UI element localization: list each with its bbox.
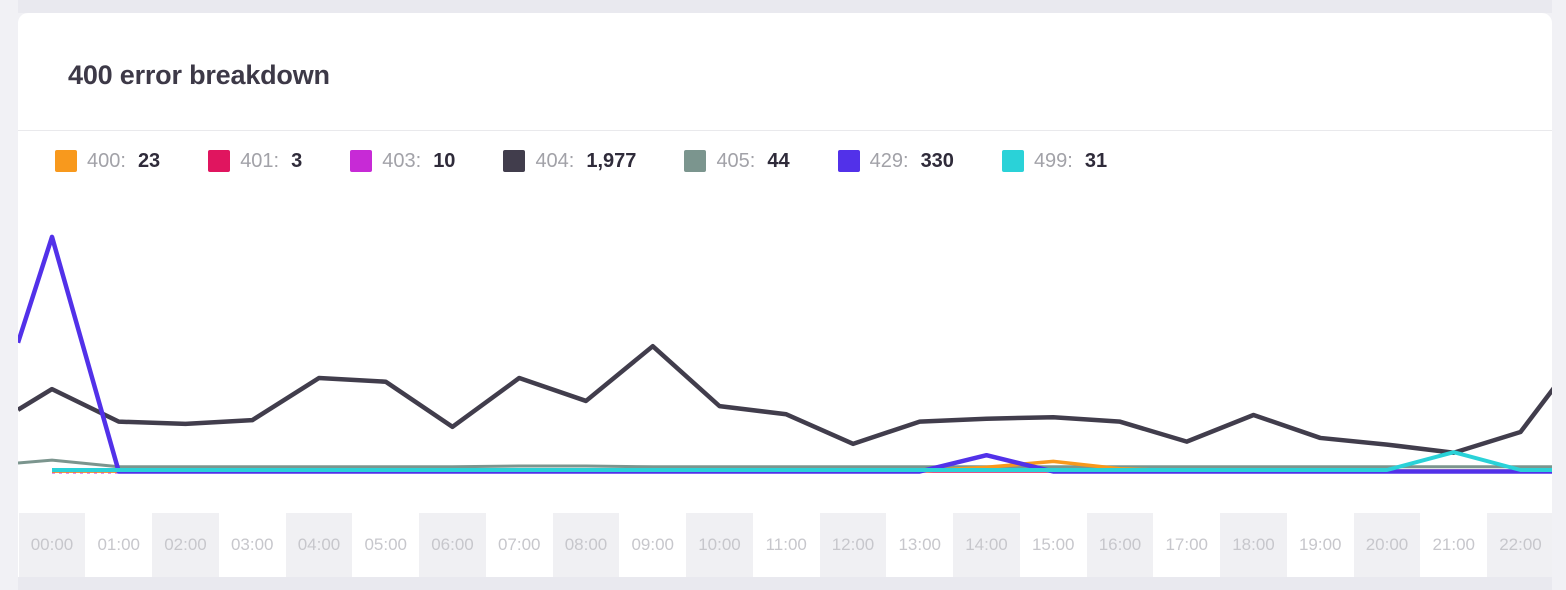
axis-label-1600: 16:00 [1098,535,1142,554]
legend-item-499[interactable]: 499: 31 [1001,149,1108,173]
axis-label-1300: 13:00 [898,535,942,554]
legend-count: 330 [920,149,954,172]
axis-label-0400: 04:00 [297,535,341,554]
axis-label-1900: 19:00 [1298,535,1342,554]
axis-band [18,513,86,577]
axis-label-1800: 18:00 [1232,535,1275,554]
axis-label-1000: 10:00 [698,535,741,554]
axis-label-0200: 02:00 [164,535,207,554]
axis-label-1500: 15:00 [1031,535,1075,554]
legend-swatch-icon [350,150,373,172]
axis-band [1220,513,1287,577]
legend-code: 405: [716,149,756,172]
legend-code: 400: [87,149,126,172]
legend-code: 429: [869,149,909,172]
axis-label-0700: 07:00 [497,535,541,554]
chart-plot-area[interactable] [36,203,1566,489]
axis-label-1100: 11:00 [765,535,807,554]
axis-label-0900: 09:00 [631,535,675,554]
legend-swatch-icon [208,150,231,172]
legend-swatch-icon [684,150,707,172]
axis-label-2100: 21:00 [1432,535,1476,554]
axis-label-2000: 20:00 [1365,535,1409,554]
axis-band [686,513,753,577]
axis-band [1353,513,1421,577]
legend-item-429[interactable]: 429: 330 [837,149,954,173]
legend-swatch-icon [503,150,526,172]
top-edge-strip [18,0,1552,13]
page-title: 400 error breakdown [68,60,330,90]
legend-swatch-icon [55,150,77,172]
legend-count: 3 [291,149,303,172]
legend-item-405[interactable]: 405: 44 [684,149,790,173]
axis-band [1487,513,1552,577]
legend-count: 31 [1084,149,1108,172]
axis-label-0100: 01:00 [97,535,141,554]
error-breakdown-card: 400 error breakdown 400: 23 401: 3 403: 10 404… [18,13,1552,590]
axis-label-2200: 22:00 [1499,535,1542,554]
axis-band [819,513,887,577]
axis-label-0500: 05:00 [364,535,408,554]
axis-band [552,513,620,577]
axis-label-1400: 14:00 [965,535,1008,554]
legend-count: 10 [433,149,456,172]
legend-item-401[interactable]: 401: 3 [208,150,302,173]
axis-band [285,513,353,577]
axis-label-0800: 08:00 [564,535,608,554]
legend-count: 44 [767,149,790,172]
legend-count: 1,977 [586,149,637,172]
title-divider [18,130,1552,131]
axis-band [419,513,486,577]
legend-swatch-icon [1001,150,1024,172]
legend-swatch-icon [837,150,860,172]
x-axis: 00:00 01:00 02:00 03:00 04:00 05:00 06:00 07:00… [18,505,1552,577]
legend-count: 23 [137,149,161,172]
axis-band [953,513,1020,577]
legend-code: 499: [1033,149,1073,172]
chart-legend: 400: 23 401: 3 403: 10 404: 1,977 405: 44 429: 330 4… [55,148,1107,174]
legend-code: 404: [535,149,575,172]
axis-label-1700: 17:00 [1165,535,1209,554]
legend-item-403[interactable]: 403: 10 [350,150,455,173]
axis-band [152,513,219,577]
legend-code: 401: [240,149,280,172]
legend-code: 403: [382,149,422,172]
axis-label-0300: 03:00 [230,535,274,554]
axis-label-0000: 00:00 [30,535,74,554]
axis-label-0600: 06:00 [431,535,474,554]
legend-item-400[interactable]: 400: 23 [55,150,160,173]
legend-item-404[interactable]: 404: 1,977 [503,150,636,173]
bottom-edge-strip [18,577,1552,590]
axis-band [1086,513,1154,577]
axis-label-1200: 12:00 [831,535,875,554]
